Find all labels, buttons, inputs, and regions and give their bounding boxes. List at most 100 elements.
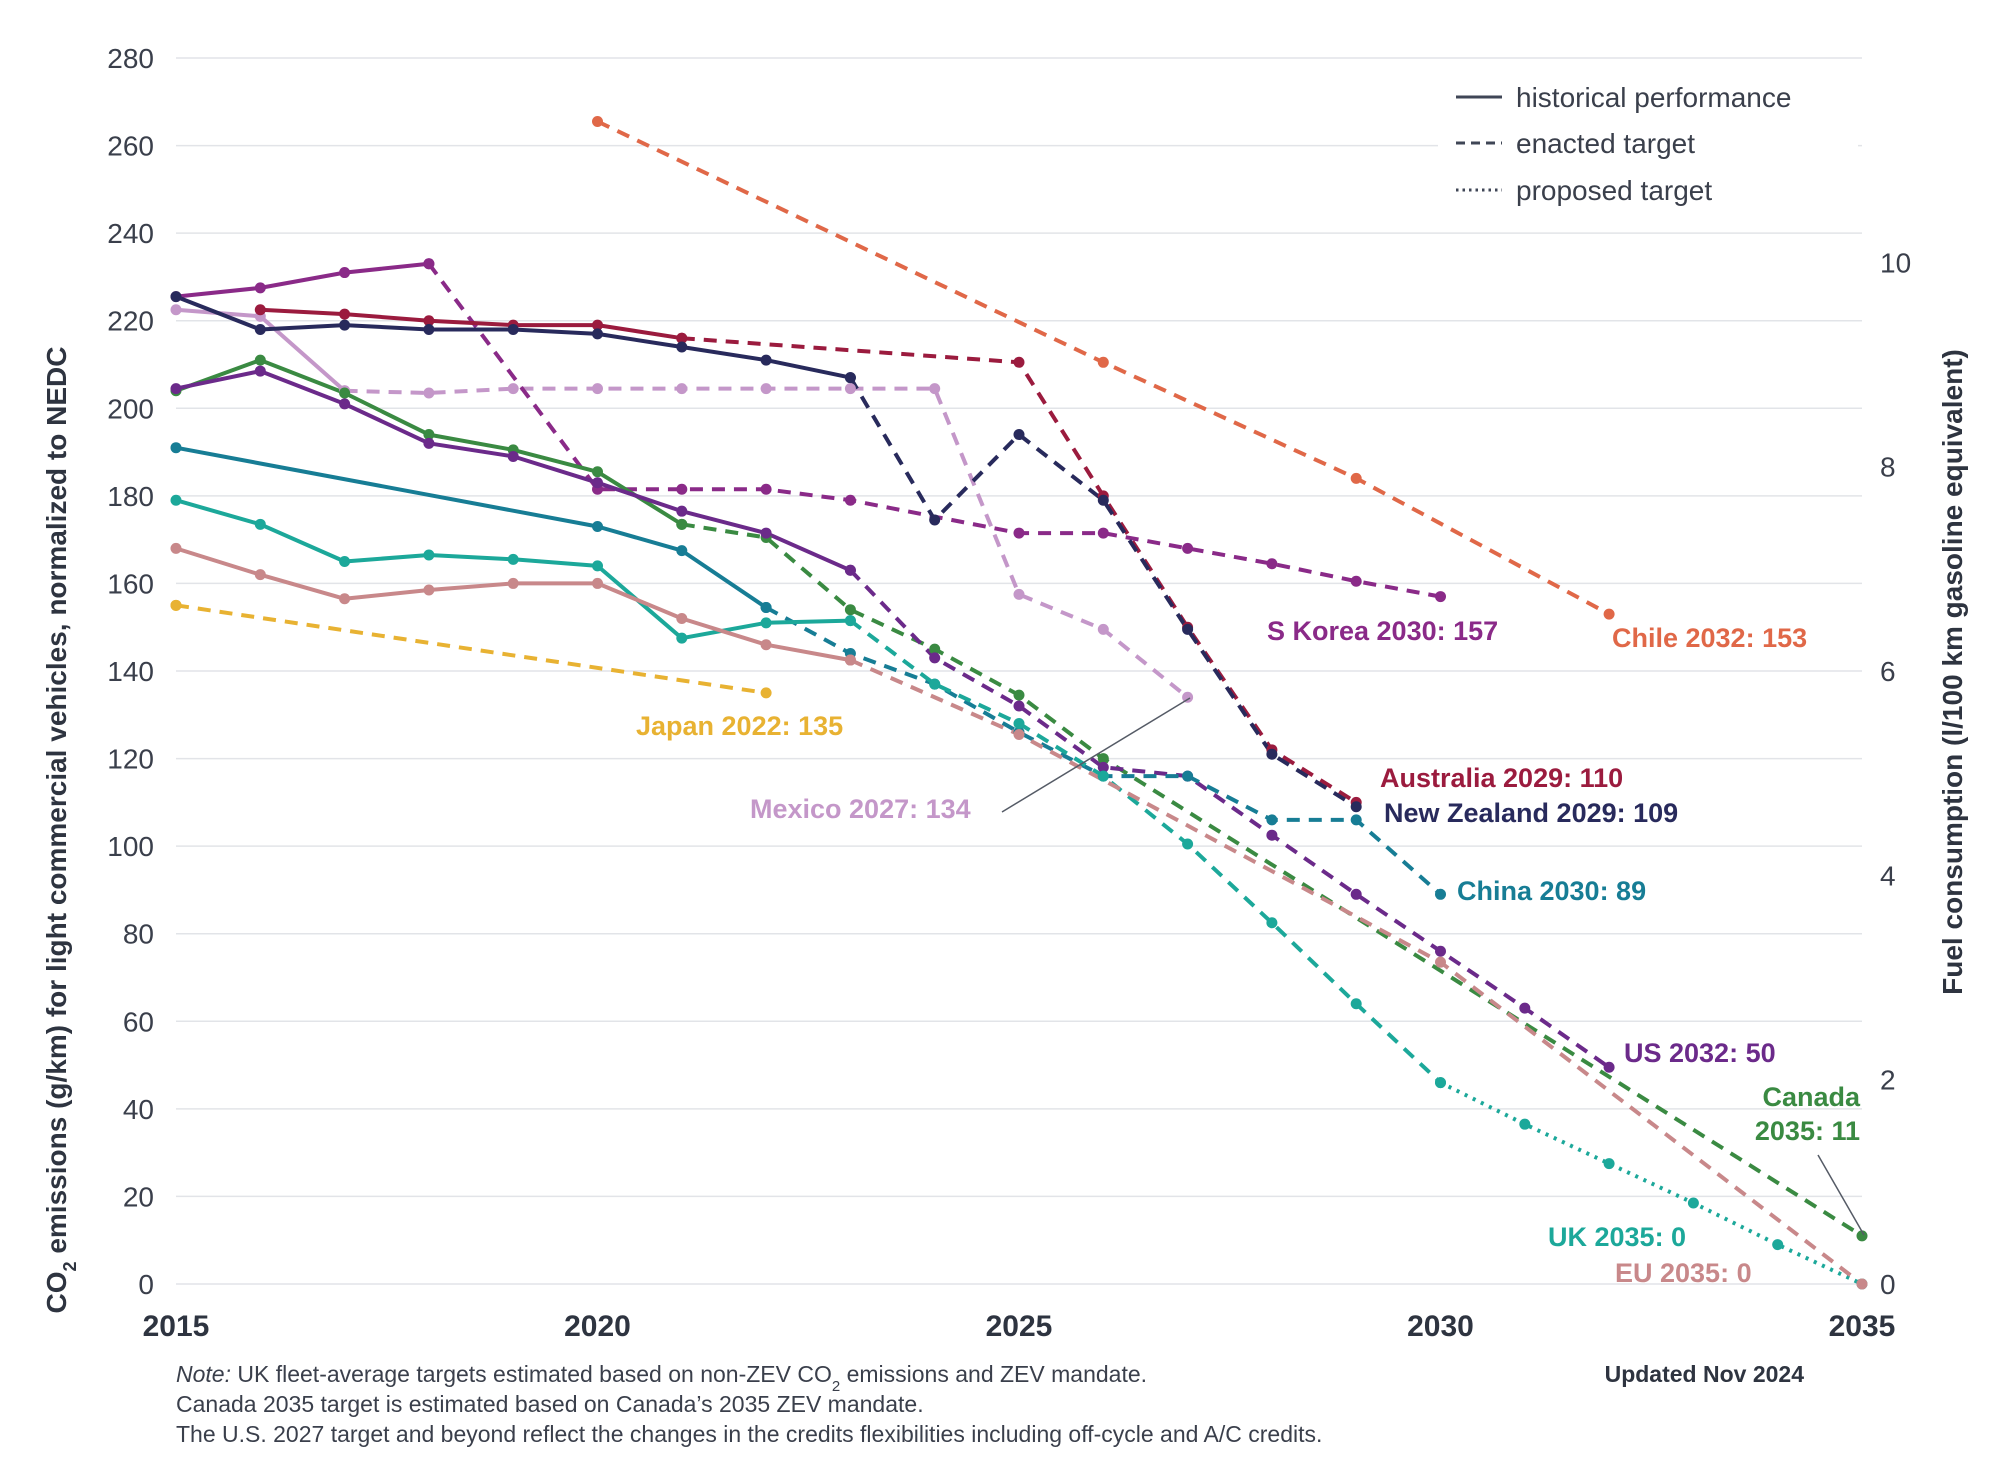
- nz-data-point: [592, 328, 603, 340]
- y-tick-label: 140: [107, 656, 154, 687]
- australia-data-point: [1013, 356, 1025, 368]
- us-data-point: [1266, 829, 1278, 841]
- china-data-point: [592, 521, 603, 533]
- y2-axis-ticks: 0 2 4 6 8 10: [1880, 247, 1911, 1300]
- us-data-point: [676, 505, 688, 517]
- us-data-point: [592, 477, 603, 489]
- canada-data-point: [1097, 753, 1109, 765]
- skorea-data-point: [1097, 527, 1109, 539]
- nz-data-point: [170, 291, 182, 303]
- eu-data-point: [339, 593, 351, 605]
- legend-label-historical: historical performance: [1516, 82, 1791, 113]
- china-data-point: [676, 545, 688, 557]
- footer-note-line2: Canada 2035 target is estimated based on…: [176, 1391, 924, 1417]
- uk-proposed-line: [1439, 1080, 1863, 1286]
- y-tick-label: 220: [107, 306, 154, 337]
- uk-data-point: [676, 632, 688, 644]
- mexico-data-point: [1097, 623, 1109, 635]
- skorea-data-point: [423, 258, 435, 270]
- footer-note-line3: The U.S. 2027 target and beyond reflect …: [176, 1421, 1322, 1447]
- skorea-data-point: [760, 483, 772, 495]
- japan-data-point: [170, 599, 182, 611]
- canada-data-point: [929, 643, 941, 655]
- china-data-point: [1266, 814, 1278, 826]
- australia-historical-line: [258, 307, 684, 341]
- mexico-data-point: [423, 387, 435, 399]
- skorea-data-point: [1013, 527, 1025, 539]
- japan-data-point: [760, 687, 772, 699]
- australia-data-point: [676, 332, 688, 344]
- chile-data-point: [1097, 356, 1109, 368]
- australia-label: Australia 2029: 110: [1380, 763, 1623, 793]
- uk-data-point: [1350, 998, 1362, 1010]
- legend: historical performance enacted target pr…: [1438, 68, 1858, 218]
- nz-data-point: [676, 341, 688, 353]
- y2-tick-label: 2: [1880, 1065, 1896, 1096]
- skorea-enacted-line: [427, 262, 1441, 599]
- skorea-data-point: [844, 494, 856, 506]
- eu-data-point: [423, 584, 435, 596]
- us-data-point: [1519, 1002, 1531, 1014]
- us-data-point: [1013, 700, 1025, 712]
- china-data-point: [1350, 814, 1362, 826]
- uk-enacted-line: [849, 619, 1442, 1085]
- china-label: China 2030: 89: [1457, 876, 1646, 906]
- canada-data-point: [1013, 689, 1025, 701]
- y2-tick-label: 8: [1880, 452, 1896, 483]
- eu-historical-line: [174, 546, 853, 663]
- us-data-point: [844, 564, 856, 576]
- y-axis-title-part1: CO: [41, 1271, 72, 1313]
- skorea-label: S Korea 2030: 157: [1267, 616, 1498, 646]
- skorea-data-point: [676, 483, 688, 495]
- x-tick-label: 2015: [143, 1310, 210, 1343]
- series-points: [170, 115, 1868, 1290]
- chile-data-point: [1603, 608, 1615, 620]
- mexico-data-point: [592, 383, 603, 395]
- nz-label: New Zealand 2029: 109: [1384, 798, 1678, 828]
- x-tick-label: 2025: [986, 1310, 1053, 1343]
- eu-data-point: [760, 639, 772, 651]
- x-tick-label: 2020: [564, 1310, 631, 1343]
- eu-data-point: [1856, 1278, 1868, 1290]
- us-data-point: [170, 383, 182, 395]
- china-data-point: [1182, 770, 1194, 782]
- uk-data-point: [1772, 1239, 1784, 1251]
- japan-enacted-line: [175, 603, 767, 695]
- uk-data-point: [592, 560, 603, 572]
- y2-axis-title: Fuel consumption (l/100 km gasoline equi…: [1937, 349, 1968, 995]
- note-line1-a: UK fleet-average targets estimated based…: [231, 1361, 832, 1387]
- x-axis-ticks: 2015 2020 2025 2030 2035: [143, 1310, 1896, 1343]
- canada-data-point: [676, 518, 688, 530]
- us-historical-line: [174, 369, 853, 573]
- y-tick-label: 100: [107, 831, 154, 862]
- us-data-point: [1097, 761, 1109, 773]
- y-tick-label: 20: [123, 1181, 154, 1212]
- nz-data-point: [507, 323, 519, 335]
- mexico-data-point: [676, 383, 688, 395]
- y-tick-label: 240: [107, 218, 154, 249]
- skorea-data-point: [1435, 591, 1446, 603]
- y2-tick-label: 6: [1880, 656, 1896, 687]
- footer-note-line1: Note: UK fleet-average targets estimated…: [176, 1361, 1147, 1395]
- nz-data-point: [1266, 748, 1278, 760]
- y-tick-label: 80: [123, 919, 154, 950]
- nz-data-point: [929, 514, 941, 526]
- nz-data-point: [423, 323, 435, 335]
- mexico-data-point: [507, 383, 519, 395]
- canada-label-line: Canada: [1762, 1082, 1861, 1112]
- y-tick-label: 60: [123, 1006, 154, 1037]
- series-labels: Japan 2022: 135 Chile 2032: 153 Mexico 202…: [636, 616, 1861, 1288]
- mexico-data-point: [760, 383, 772, 395]
- canada-data-point: [1856, 1230, 1868, 1242]
- uk-data-point: [1519, 1118, 1531, 1130]
- canada-data-point: [423, 429, 435, 441]
- canada-data-point: [844, 604, 856, 616]
- eu-data-point: [170, 542, 182, 554]
- uk-data-point: [1182, 838, 1194, 850]
- canada-label: Canada 2035: 11: [1755, 1082, 1861, 1146]
- y-tick-label: 280: [107, 43, 154, 74]
- japan-label: Japan 2022: 135: [636, 711, 843, 741]
- skorea-data-point: [1350, 575, 1362, 587]
